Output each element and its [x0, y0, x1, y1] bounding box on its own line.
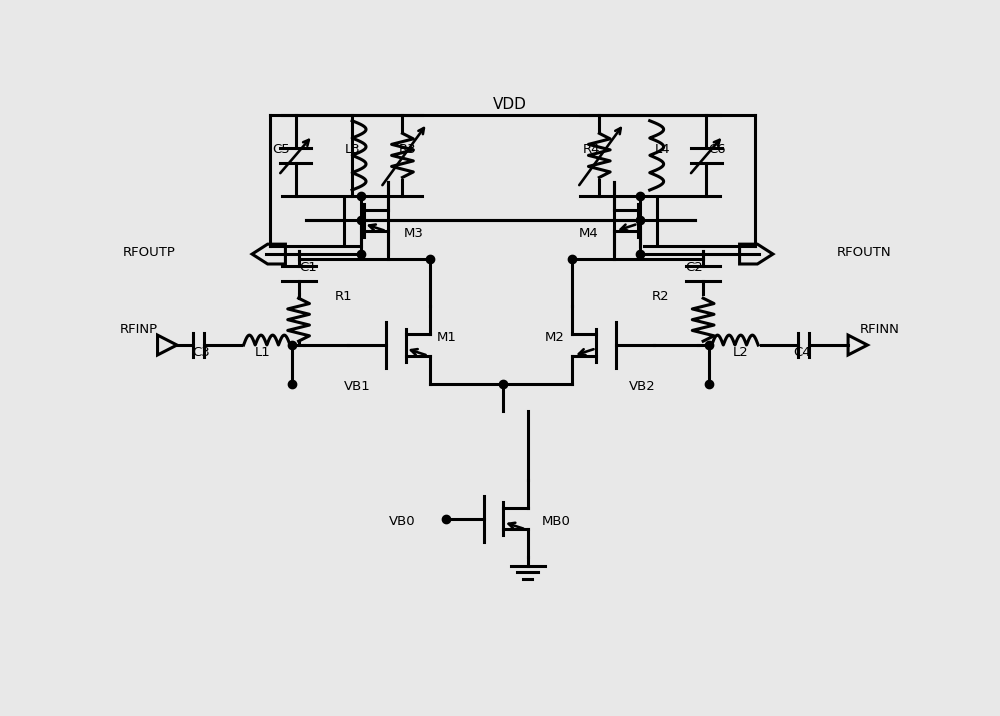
Text: M2: M2: [545, 332, 565, 344]
Text: VB1: VB1: [344, 380, 370, 393]
Text: C2: C2: [685, 261, 703, 274]
Text: VDD: VDD: [493, 97, 527, 112]
Text: M4: M4: [579, 227, 598, 240]
Text: C6: C6: [709, 142, 726, 156]
Text: M3: M3: [404, 227, 424, 240]
Text: L2: L2: [732, 347, 748, 359]
Text: RFINN: RFINN: [860, 323, 900, 336]
Text: L4: L4: [654, 142, 670, 156]
Text: C1: C1: [299, 261, 317, 274]
Text: RFOUTP: RFOUTP: [122, 246, 175, 259]
Text: RFOUTN: RFOUTN: [836, 246, 891, 259]
Text: C3: C3: [192, 347, 210, 359]
Text: C4: C4: [794, 347, 811, 359]
Text: M1: M1: [437, 332, 457, 344]
Text: MB0: MB0: [542, 515, 571, 528]
Text: R4: R4: [583, 142, 600, 156]
Text: R1: R1: [334, 290, 352, 303]
Text: C5: C5: [272, 142, 290, 156]
Text: RFINP: RFINP: [119, 323, 158, 336]
Text: L3: L3: [344, 142, 360, 156]
Text: L1: L1: [255, 347, 271, 359]
Text: R3: R3: [399, 142, 416, 156]
Text: R2: R2: [652, 290, 670, 303]
Text: VB0: VB0: [389, 515, 416, 528]
Text: VB2: VB2: [629, 380, 656, 393]
